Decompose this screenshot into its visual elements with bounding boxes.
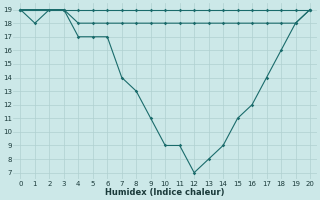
X-axis label: Humidex (Indice chaleur): Humidex (Indice chaleur) (106, 188, 225, 197)
